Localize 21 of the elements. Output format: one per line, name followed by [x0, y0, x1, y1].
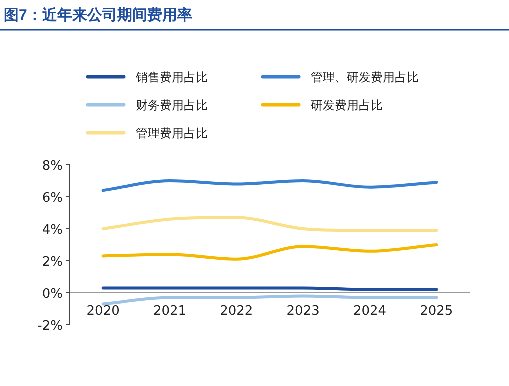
x-tick-label: 2023 [286, 304, 320, 319]
x-tick-label: 2025 [420, 304, 454, 319]
x-tick-label: 2022 [220, 304, 254, 319]
legend-label: 管理、研发费用占比 [311, 70, 419, 84]
x-tick-label: 2024 [353, 304, 387, 319]
x-tick-label: 2021 [153, 304, 187, 319]
y-tick-label: 2% [42, 255, 63, 270]
legend-label: 销售费用占比 [135, 70, 208, 84]
y-tick-label: -2% [38, 319, 63, 334]
y-tick-label: 0% [42, 287, 63, 302]
chart-title: 图7：近年来公司期间费用率 [4, 6, 192, 24]
y-tick-label: 4% [42, 223, 63, 238]
line-series [102, 244, 438, 261]
legend-label: 管理费用占比 [136, 126, 208, 140]
y-tick-label: 8% [42, 159, 63, 174]
legend-label: 财务费用占比 [136, 98, 208, 112]
y-tick-label: 6% [42, 191, 63, 206]
line-series [102, 180, 438, 192]
legend-label: 研发费用占比 [311, 98, 383, 112]
x-tick-label: 2020 [86, 304, 120, 319]
line-series [102, 216, 438, 232]
